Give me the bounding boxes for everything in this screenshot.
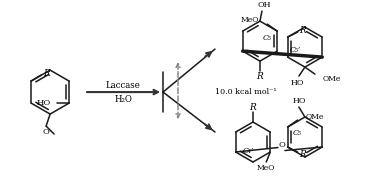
Text: 10.0 kcal mol⁻¹: 10.0 kcal mol⁻¹ bbox=[215, 88, 277, 96]
Text: C₅: C₅ bbox=[292, 129, 301, 137]
Text: H₂O: H₂O bbox=[114, 94, 132, 104]
Text: R: R bbox=[299, 149, 306, 159]
Text: Laccase: Laccase bbox=[106, 81, 141, 90]
Text: C₄’: C₄’ bbox=[242, 147, 254, 155]
Text: OMe: OMe bbox=[323, 75, 341, 83]
Text: HO: HO bbox=[290, 79, 304, 87]
Text: C₅’: C₅’ bbox=[289, 46, 301, 54]
Text: R: R bbox=[257, 72, 263, 81]
Text: OMe: OMe bbox=[305, 113, 324, 121]
Text: HO: HO bbox=[37, 99, 51, 107]
Text: MeO: MeO bbox=[257, 164, 275, 172]
Text: R: R bbox=[43, 69, 50, 78]
Text: R: R bbox=[250, 103, 256, 112]
Text: C₅: C₅ bbox=[263, 34, 272, 42]
Text: HO: HO bbox=[292, 97, 305, 105]
Text: O: O bbox=[279, 141, 285, 149]
Text: O: O bbox=[43, 128, 50, 136]
Text: OH: OH bbox=[257, 1, 271, 9]
Text: R: R bbox=[299, 26, 306, 35]
Text: MeO: MeO bbox=[241, 16, 259, 24]
